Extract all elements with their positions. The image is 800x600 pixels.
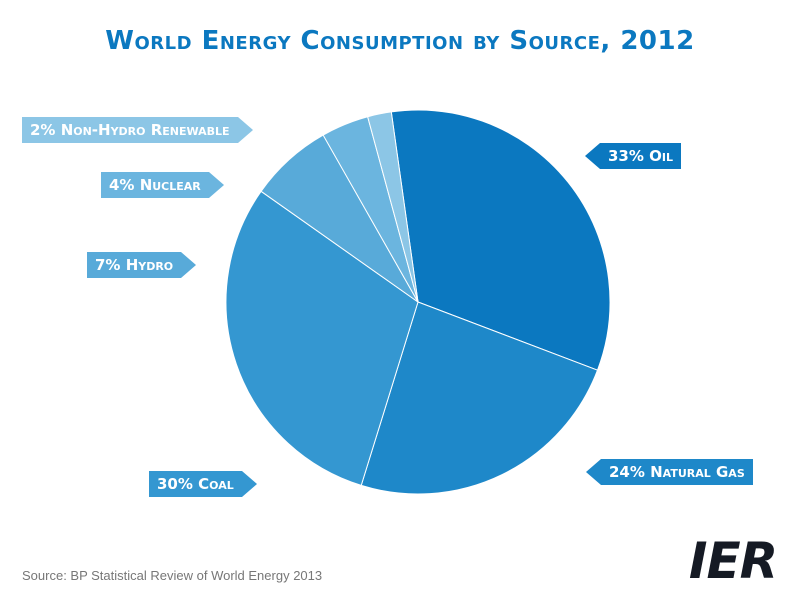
label-hydro-text: 7% Hydro [95,256,174,274]
label-hydro: 7% Hydro [87,252,197,278]
pie-slice-non-hydro-renewable [367,111,419,303]
chart-title: World Energy Consumption by Source, 2012 [105,26,695,56]
label-oil: 33% Oil [585,143,681,169]
pie-slice-coal [225,190,419,487]
label-non-hydro-renewable-text: 2% Non-Hydro Renewable [30,121,230,139]
source-note: Source: BP Statistical Review of World E… [22,568,323,583]
label-coal: 30% Coal [149,471,257,497]
label-oil-text: 33% Oil [608,147,673,165]
label-natural-gas-text: 24% Natural Gas [609,463,745,481]
label-natural-gas: 24% Natural Gas [586,459,753,485]
label-nuclear: 4% Nuclear [101,172,224,198]
svg-text:IER: IER [689,532,777,586]
label-non-hydro-renewable: 2% Non-Hydro Renewable [22,117,253,143]
ier-logo: IER [689,532,778,586]
label-nuclear-text: 4% Nuclear [109,176,201,194]
label-coal-text: 30% Coal [157,475,234,493]
pie-slice-natural-gas [360,301,599,495]
pie-slice-oil [390,109,611,371]
